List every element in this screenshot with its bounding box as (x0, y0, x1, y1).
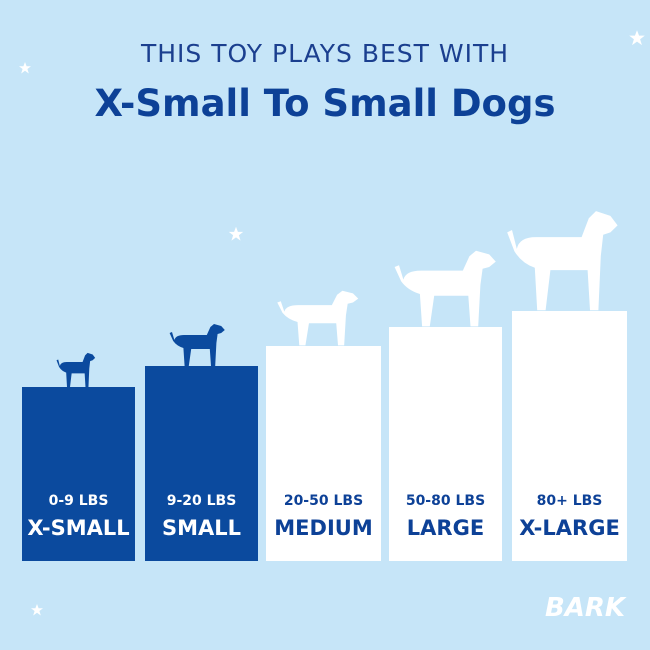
pedestal (512, 311, 627, 561)
subtitle: X-Small To Small Dogs (95, 82, 556, 125)
size-label: LARGE (407, 516, 484, 540)
weight-label: 80+ LBS (537, 493, 603, 509)
size-label: SMALL (162, 516, 241, 540)
tiers: 0-9 LBS X-SMALL 9-20 LBS SMALL 20-50 LBS MEDI… (22, 311, 627, 561)
weight-label: 9-20 LBS (167, 493, 237, 509)
pedestal (22, 387, 135, 561)
logo: BARK (545, 593, 627, 623)
size-label: MEDIUM (274, 516, 372, 540)
weight-label: 20-50 LBS (284, 493, 363, 509)
size-label: X-SMALL (27, 516, 129, 540)
title: THIS TOY PLAYS BEST WITH (140, 39, 509, 68)
weight-label: 0-9 LBS (49, 493, 109, 509)
pedestal (266, 346, 381, 561)
pedestal (145, 366, 258, 561)
pedestal (389, 327, 502, 561)
size-label: X-LARGE (519, 516, 620, 540)
weight-label: 50-80 LBS (406, 493, 485, 509)
